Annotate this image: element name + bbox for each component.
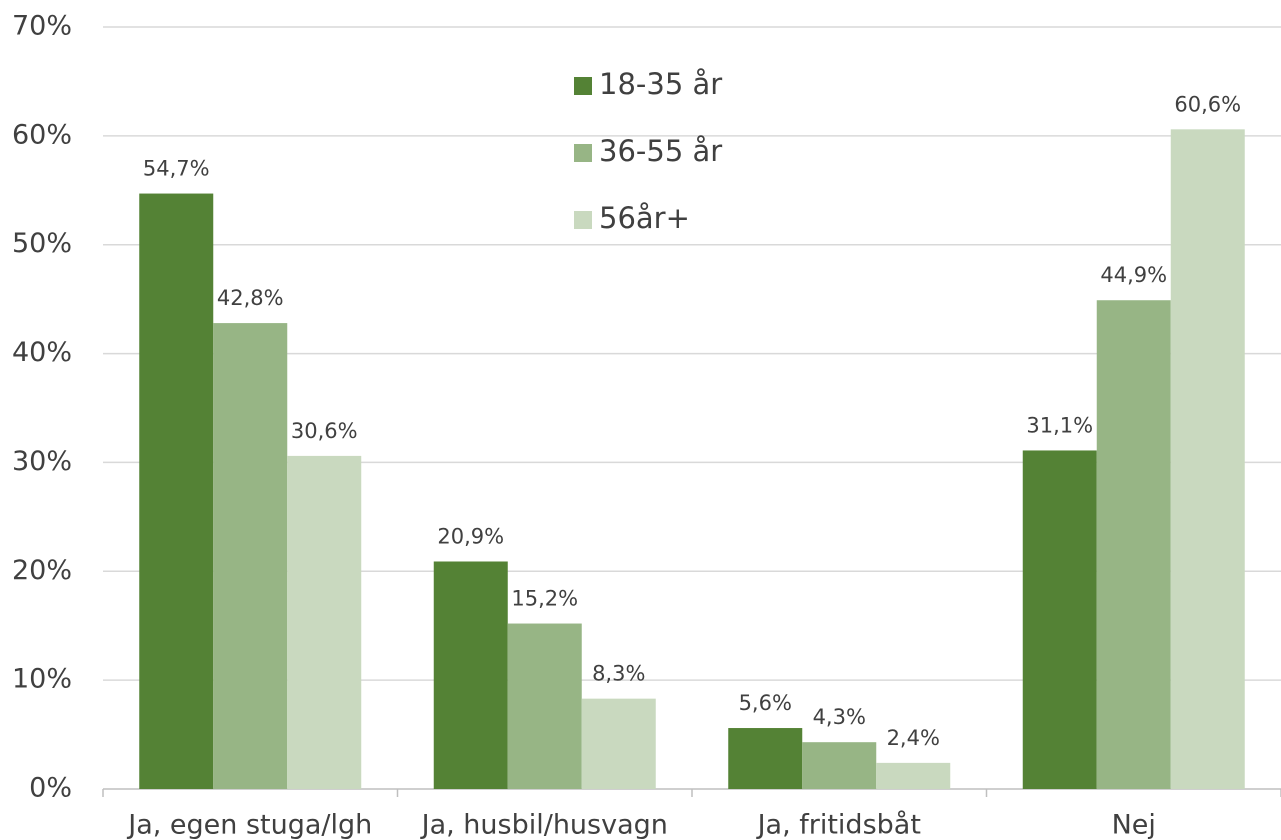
value-label: 31,1% [1026, 413, 1093, 437]
value-label: 5,6% [739, 691, 792, 715]
legend-swatch [574, 144, 592, 162]
value-label: 20,9% [437, 524, 504, 548]
bar [1022, 450, 1097, 789]
bar [213, 323, 288, 789]
bar [581, 698, 656, 789]
x-tick-label: Nej [1112, 810, 1156, 840]
bar [876, 762, 951, 789]
x-tick-label: Ja, egen stuga/lgh [126, 810, 372, 840]
y-tick-label: 40% [12, 337, 72, 368]
y-tick-label: 70% [12, 11, 72, 42]
y-tick-label: 0% [29, 773, 72, 804]
bar [433, 561, 508, 789]
value-label: 30,6% [291, 419, 358, 443]
x-tick-label: Ja, husbil/husvagn [420, 810, 668, 840]
value-label: 8,3% [592, 662, 645, 686]
legend-label: 36-55 år [599, 134, 722, 168]
legend-label: 18-35 år [599, 67, 722, 101]
bar [728, 728, 803, 789]
bar [1170, 129, 1245, 790]
y-tick-label: 30% [12, 446, 72, 477]
legend-swatch [574, 77, 592, 95]
value-label: 54,7% [143, 157, 210, 181]
bar [139, 193, 214, 790]
value-label: 15,2% [511, 587, 578, 611]
value-label: 4,3% [813, 705, 866, 729]
legend-label: 56år+ [599, 201, 690, 235]
x-tick-label: Ja, fritidsbåt [756, 810, 921, 840]
legend-swatch [574, 211, 592, 229]
y-tick-label: 10% [12, 664, 72, 695]
bar [802, 742, 877, 789]
bar [1096, 300, 1171, 789]
y-tick-label: 20% [12, 555, 72, 586]
y-tick-label: 60% [12, 119, 72, 150]
bar [287, 455, 362, 789]
value-label: 2,4% [887, 726, 940, 750]
value-label: 44,9% [1100, 263, 1167, 287]
value-label: 60,6% [1174, 92, 1241, 116]
bar [507, 623, 582, 789]
y-tick-label: 50% [12, 228, 72, 259]
value-label: 42,8% [217, 286, 284, 310]
